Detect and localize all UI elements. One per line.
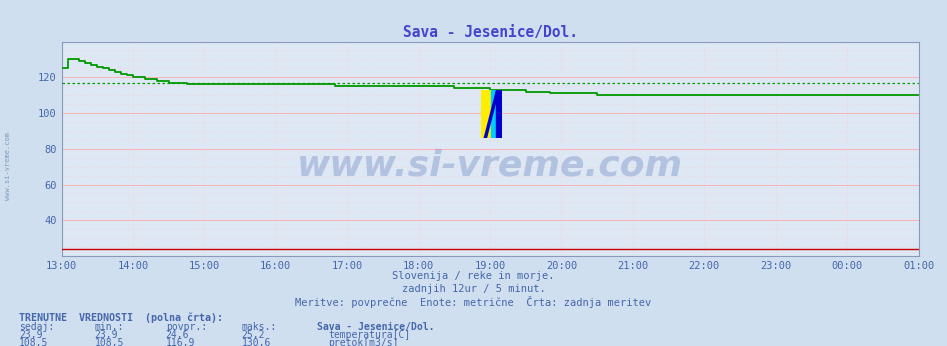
Text: min.:: min.:: [95, 322, 124, 332]
Text: 23,9: 23,9: [19, 330, 43, 340]
Text: 108,5: 108,5: [95, 338, 124, 346]
Polygon shape: [481, 90, 491, 138]
Text: 24,6: 24,6: [166, 330, 189, 340]
Text: 116,9: 116,9: [166, 338, 195, 346]
Text: povpr.:: povpr.:: [166, 322, 206, 332]
Text: Sava - Jesenice/Dol.: Sava - Jesenice/Dol.: [317, 322, 435, 332]
Text: zadnjih 12ur / 5 minut.: zadnjih 12ur / 5 minut.: [402, 284, 545, 294]
Polygon shape: [495, 90, 502, 138]
Text: temperatura[C]: temperatura[C]: [329, 330, 411, 340]
Polygon shape: [491, 90, 495, 138]
Text: maks.:: maks.:: [241, 322, 277, 332]
Text: 130,6: 130,6: [241, 338, 271, 346]
Text: Meritve: povprečne  Enote: metrične  Črta: zadnja meritev: Meritve: povprečne Enote: metrične Črta:…: [295, 296, 652, 308]
Text: TRENUTNE  VREDNOSTI  (polna črta):: TRENUTNE VREDNOSTI (polna črta):: [19, 312, 223, 323]
Text: 25,2: 25,2: [241, 330, 265, 340]
Text: 23,9: 23,9: [95, 330, 118, 340]
Text: 108,5: 108,5: [19, 338, 48, 346]
Text: www.si-vreme.com: www.si-vreme.com: [297, 149, 683, 183]
Text: sedaj:: sedaj:: [19, 322, 54, 332]
Title: Sava - Jesenice/Dol.: Sava - Jesenice/Dol.: [402, 25, 578, 40]
Text: Slovenija / reke in morje.: Slovenija / reke in morje.: [392, 271, 555, 281]
Text: pretok[m3/s]: pretok[m3/s]: [329, 338, 399, 346]
Text: www.si-vreme.com: www.si-vreme.com: [5, 132, 10, 200]
